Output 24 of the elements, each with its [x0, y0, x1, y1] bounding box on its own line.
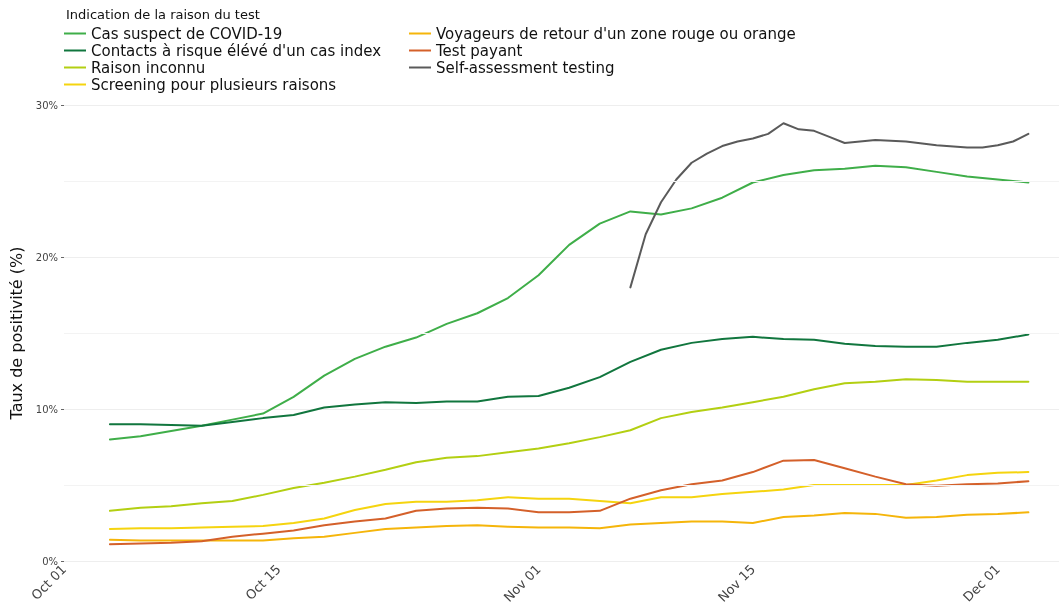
- x-tick-label: Nov 15: [715, 561, 759, 605]
- x-tick-label: Dec 01: [960, 561, 1004, 605]
- line-series: [108, 458, 1030, 546]
- legend-label: Screening pour plusieurs raisons: [91, 75, 337, 94]
- legend-label: Test payant: [435, 41, 523, 60]
- legend-label: Raison inconnu: [91, 58, 206, 77]
- legend-title: Indication de la raison du test: [66, 7, 260, 22]
- line-series: [108, 511, 1030, 542]
- line-series: [108, 164, 1030, 441]
- y-tick-label: 10%: [35, 403, 58, 415]
- legend-label: Contacts à risque élévé d'un cas index: [91, 41, 382, 60]
- y-tick-label: 30%: [35, 99, 58, 111]
- legend-label: Voyageurs de retour d'un zone rouge ou orange: [436, 24, 796, 43]
- line-series: [108, 471, 1030, 531]
- legend-label: Cas suspect de COVID-19: [91, 24, 283, 43]
- line-series: [108, 333, 1030, 427]
- y-tick-label: 0%: [42, 555, 58, 567]
- x-tick-label: Oct 15: [242, 561, 284, 603]
- line-series: [629, 122, 1030, 289]
- legend-label: Self-assessment testing: [436, 58, 615, 77]
- y-axis-title: Taux de positivité (%): [6, 246, 26, 421]
- x-tick-label: Nov 01: [500, 561, 544, 605]
- y-tick-label: 20%: [35, 251, 58, 263]
- line-series: [108, 378, 1030, 512]
